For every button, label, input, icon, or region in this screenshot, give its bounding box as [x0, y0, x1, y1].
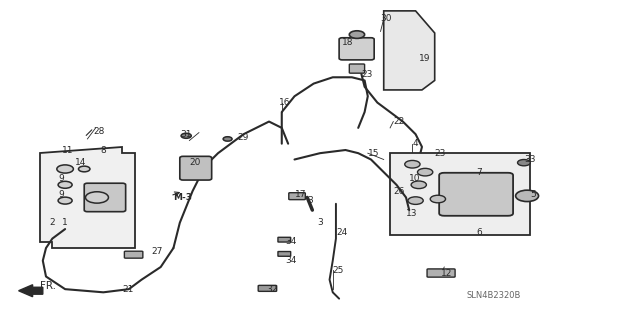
Text: 19: 19: [419, 54, 430, 63]
Circle shape: [417, 168, 433, 176]
Text: 9: 9: [59, 190, 65, 199]
Text: 3: 3: [317, 218, 323, 227]
Text: 2: 2: [49, 218, 55, 227]
Text: 7: 7: [476, 168, 482, 177]
Text: 27: 27: [151, 247, 163, 256]
Circle shape: [223, 137, 232, 141]
Text: 33: 33: [524, 155, 536, 164]
Text: 12: 12: [441, 269, 452, 278]
Text: 10: 10: [409, 174, 420, 183]
Text: 9: 9: [59, 174, 65, 183]
FancyBboxPatch shape: [84, 183, 125, 212]
Circle shape: [57, 165, 74, 173]
Text: 18: 18: [342, 38, 354, 47]
Polygon shape: [390, 153, 531, 235]
FancyBboxPatch shape: [180, 156, 212, 180]
Text: 24: 24: [336, 228, 347, 237]
Circle shape: [430, 195, 445, 203]
Text: 14: 14: [75, 158, 86, 167]
Text: 13: 13: [406, 209, 417, 218]
Text: 34: 34: [285, 256, 296, 265]
Circle shape: [404, 160, 420, 168]
FancyBboxPatch shape: [339, 38, 374, 60]
Circle shape: [516, 190, 539, 202]
Circle shape: [411, 181, 426, 189]
Circle shape: [408, 197, 423, 204]
Circle shape: [79, 166, 90, 172]
Text: FR.: FR.: [40, 281, 56, 291]
Text: 4: 4: [412, 139, 418, 148]
Text: 23: 23: [362, 70, 372, 78]
Polygon shape: [384, 11, 435, 90]
Text: 28: 28: [94, 127, 105, 136]
Text: 26: 26: [394, 187, 404, 196]
FancyBboxPatch shape: [349, 64, 365, 73]
FancyBboxPatch shape: [427, 269, 455, 277]
Text: 22: 22: [394, 117, 404, 126]
Text: SLN4B2320B: SLN4B2320B: [467, 291, 521, 300]
Text: 16: 16: [278, 98, 290, 107]
FancyBboxPatch shape: [439, 173, 513, 216]
Text: 32: 32: [266, 285, 277, 294]
Circle shape: [181, 133, 191, 138]
Circle shape: [58, 197, 72, 204]
Text: 6: 6: [476, 228, 482, 237]
FancyBboxPatch shape: [124, 251, 143, 258]
Text: 30: 30: [381, 14, 392, 23]
Text: 34: 34: [285, 237, 296, 246]
Text: 3: 3: [307, 196, 313, 205]
Text: 21: 21: [122, 285, 134, 294]
Polygon shape: [40, 147, 135, 248]
Circle shape: [58, 181, 72, 188]
Text: 17: 17: [294, 190, 306, 199]
Text: 25: 25: [333, 266, 344, 275]
FancyBboxPatch shape: [278, 237, 291, 242]
Text: 8: 8: [100, 145, 106, 154]
FancyBboxPatch shape: [289, 193, 305, 200]
FancyBboxPatch shape: [258, 286, 276, 291]
Text: 1: 1: [62, 218, 68, 227]
Text: 11: 11: [62, 145, 74, 154]
Text: M-3: M-3: [173, 193, 193, 202]
Text: 5: 5: [531, 190, 536, 199]
Text: 15: 15: [368, 149, 380, 158]
Circle shape: [349, 31, 365, 38]
Circle shape: [86, 192, 108, 203]
FancyArrow shape: [19, 285, 43, 297]
Text: 29: 29: [237, 133, 248, 142]
Text: 31: 31: [180, 130, 191, 139]
FancyBboxPatch shape: [278, 251, 291, 256]
Text: 23: 23: [435, 149, 446, 158]
Text: 20: 20: [189, 158, 201, 167]
Circle shape: [518, 160, 531, 166]
